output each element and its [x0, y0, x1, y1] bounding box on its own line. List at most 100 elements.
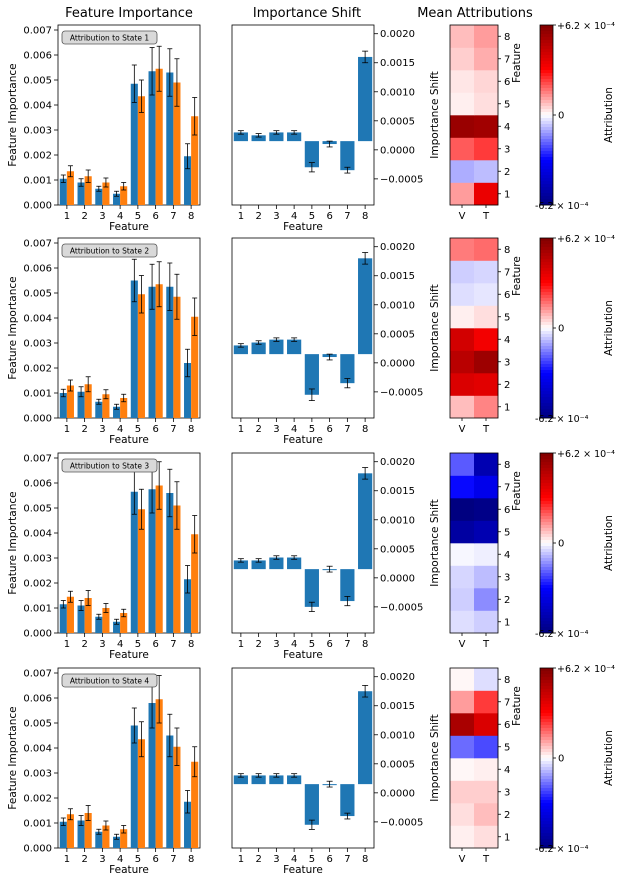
fi-ytick-label: 0.003 — [23, 339, 52, 350]
colorbar-segment — [540, 406, 553, 410]
colorbar-segment — [540, 615, 553, 619]
fi-bar-orange — [155, 485, 163, 633]
colorbar-segment — [540, 268, 553, 272]
colorbar-segment — [540, 190, 553, 194]
colorbar-segment — [540, 193, 553, 197]
colorbar-segment — [540, 289, 553, 293]
row-1: 0.000 0.001 0.002 0.003 0.004 0.005 0.006 0.007… — [7, 21, 615, 233]
colorbar-segment — [540, 698, 553, 702]
shift-xtick-label: 4 — [291, 639, 297, 650]
colorbar-segment — [540, 376, 553, 380]
fi-ytick-label: 0.004 — [23, 744, 52, 755]
colorbar-segment — [540, 106, 553, 110]
colorbar-segment — [540, 546, 553, 550]
colorbar-segment — [540, 265, 553, 269]
shift-xtick-label: 3 — [273, 639, 279, 650]
colorbar-segment — [540, 142, 553, 146]
fi-xtick-label: 5 — [135, 211, 141, 222]
colorbar-segment — [540, 247, 553, 251]
colorbar-segment — [540, 465, 553, 469]
colorbar-segment — [540, 570, 553, 574]
shift-bar — [269, 339, 284, 355]
fi-ytick-label: 0.005 — [23, 504, 52, 515]
heatmap-ytick-label: 6 — [504, 720, 510, 731]
colorbar-segment — [540, 501, 553, 505]
colorbar-segment — [540, 504, 553, 508]
shift-xtick-label: 3 — [273, 424, 279, 435]
shift-bar — [358, 56, 373, 142]
fi-ytick-label: 0.000 — [23, 629, 52, 640]
heatmap-cell — [474, 395, 499, 419]
heatmap-cell — [474, 780, 499, 804]
colorbar-segment — [540, 49, 553, 53]
colorbar-segment — [540, 579, 553, 583]
colorbar-segment — [540, 397, 553, 401]
colorbar-segment — [540, 58, 553, 62]
shift-bar — [340, 784, 355, 817]
colorbar-segment — [540, 409, 553, 413]
heatmap-xtick-label: T — [482, 854, 490, 865]
heatmap-cell — [474, 137, 499, 161]
fi-ylabel: Feature Importance — [7, 276, 19, 379]
colorbar-segment — [540, 600, 553, 604]
shift-bar — [340, 569, 355, 602]
fi-xtick-label: 3 — [99, 211, 105, 222]
shift-ytick-label: 0.0020 — [380, 457, 415, 468]
colorbar-segment — [540, 549, 553, 553]
heatmap-cell — [450, 713, 475, 736]
colorbar-segment — [540, 788, 553, 792]
heatmap-cell — [474, 25, 499, 48]
colorbar-segment — [540, 576, 553, 580]
heatmap-cell — [450, 453, 475, 476]
shift-xtick-label: 7 — [344, 424, 350, 435]
colorbar-segment — [540, 73, 553, 77]
heatmap-cell — [450, 47, 475, 71]
shift-bar — [287, 132, 302, 142]
state-label-box — [61, 243, 158, 258]
fi-bar-orange — [191, 316, 199, 418]
fi-ytick-label: 0.003 — [23, 554, 52, 565]
colorbar-segment — [540, 337, 553, 341]
colorbar-top-label: +6.2 × 10⁻⁴ — [557, 234, 615, 245]
fi-ytick-label: 0.007 — [23, 239, 52, 250]
colorbar-segment — [540, 394, 553, 398]
shift-ytick-label: 0.0005 — [380, 544, 415, 555]
colorbar-mid-label: 0 — [558, 539, 564, 550]
colorbar-mid-label: 0 — [558, 324, 564, 335]
heatmap-ytick-label: 4 — [504, 122, 510, 133]
heatmap-cell — [474, 543, 499, 566]
colorbar-segment — [540, 253, 553, 257]
shift-xtick-label: 1 — [238, 211, 244, 222]
fi-xtick-label: 5 — [135, 639, 141, 650]
colorbar-segment — [540, 737, 553, 741]
shift-xtick-label: 5 — [309, 211, 315, 222]
fi-xtick-label: 6 — [152, 639, 158, 650]
shift-bar — [358, 473, 373, 570]
colorbar-segment — [540, 133, 553, 137]
colorbar-segment — [540, 779, 553, 783]
colorbar-segment — [540, 824, 553, 828]
colorbar-segment — [540, 382, 553, 386]
fi-xtick-label: 6 — [152, 854, 158, 865]
heatmap-ytick-label: 4 — [504, 765, 510, 776]
heatmap-cell — [450, 803, 475, 826]
shift-bar — [251, 342, 266, 355]
col-title-importance-shift: Importance Shift — [253, 6, 361, 21]
colorbar-segment — [540, 606, 553, 610]
heatmap-ytick-label: 2 — [504, 595, 510, 606]
shift-ytick-label: 0.0010 — [380, 87, 415, 98]
fi-axes-frame — [57, 24, 201, 206]
shift-ytick-label: 0.0000 — [380, 788, 415, 799]
colorbar-segment — [540, 468, 553, 472]
heatmap-cell — [450, 610, 475, 634]
heatmap-cell — [450, 182, 475, 206]
fi-bar-blue — [95, 401, 103, 418]
colorbar-segment — [540, 728, 553, 732]
shift-ytick-label: −0.0005 — [380, 174, 423, 185]
state-label: Attribution to State 2 — [70, 247, 149, 256]
colorbar-segment — [540, 609, 553, 613]
shift-ytick-label: 0.0005 — [380, 759, 415, 770]
heatmap-cell — [474, 115, 499, 138]
colorbar-segment — [540, 588, 553, 592]
colorbar-segment — [540, 70, 553, 74]
